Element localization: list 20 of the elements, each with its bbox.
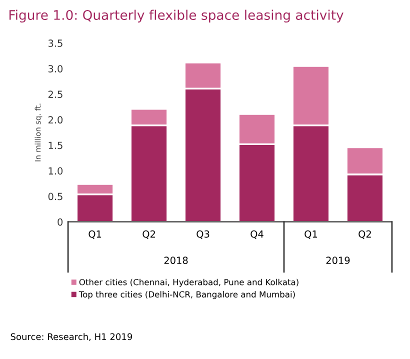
chart-title: Figure 1.0: Quarterly flexible space leasing activity xyxy=(9,10,344,23)
x-tick-label: Q3 xyxy=(196,230,210,239)
legend-label: Other cities (Chennai, Hyderabad, Pune and Kolkata) xyxy=(79,278,298,287)
x-tick-label: Q4 xyxy=(250,230,264,239)
text: 2018 xyxy=(164,256,188,264)
x-tick-label: Q2 xyxy=(142,230,155,239)
y-tick-label: 2.5 xyxy=(48,90,62,98)
legend-label: Top three cities (Delhi-NCR, Bangalore and Mumbai) xyxy=(78,291,295,300)
x-tick-label: Q1 xyxy=(88,230,102,239)
y-tick-label: 3.5 xyxy=(48,40,62,47)
y-tick-label: 0.5 xyxy=(48,192,62,200)
y-tick-label: 2.0 xyxy=(48,116,63,124)
text: 2019 xyxy=(326,256,350,264)
source-note: Source: Research, H1 2019 xyxy=(10,333,132,341)
x-tick-label: Q1 xyxy=(304,230,318,239)
y-tick-label: 1.0 xyxy=(48,167,63,175)
x-tick-label: Q2 xyxy=(358,230,371,239)
y-tick-label: 3.0 xyxy=(48,65,63,72)
y-tick-label: 1.5 xyxy=(48,142,62,150)
y-tick-label: 0 xyxy=(58,218,63,226)
